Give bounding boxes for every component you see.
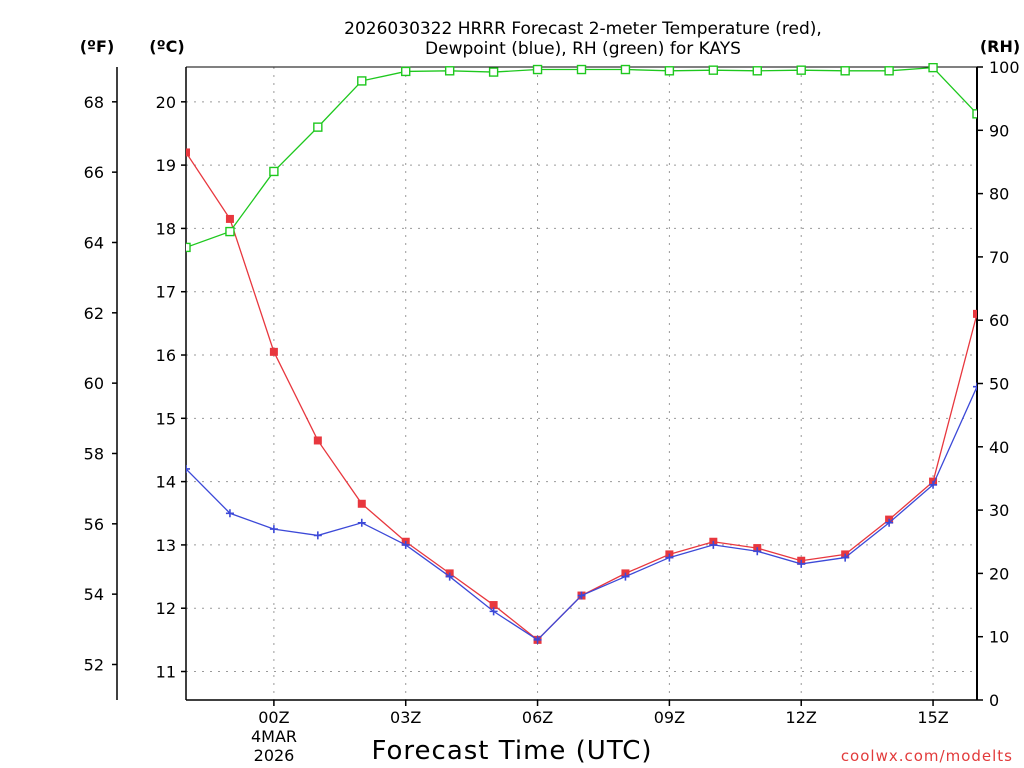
x-axis-title: Forecast Time (UTC) [371,736,652,766]
dewpoint-point [841,553,850,562]
fahrenheit-tick-label: 68 [84,93,104,112]
rh-tick-label: 30 [989,501,1009,520]
rh-point [186,242,191,253]
dewpoint-point [577,591,586,600]
dewpoint-point [401,540,410,549]
rh-point [884,66,894,76]
dewpoint-point [269,525,278,534]
temperature-point [357,499,366,508]
date-label-month: 4MAR [251,727,297,746]
credit-label: coolwx.com/modelts [841,747,1013,765]
rh-point [225,226,235,237]
rh-point [928,63,938,73]
temperature-point [313,436,322,445]
chart-title-line1: 2026030322 HRRR Forecast 2-meter Tempera… [344,19,822,39]
rh-line [186,66,977,249]
dewpoint-point [797,559,806,568]
rh-unit-label: (RH) [980,37,1020,56]
x-tick-label: 12Z [786,708,817,727]
dewpoint-point [489,607,498,616]
dewpoint-point [621,572,630,581]
rh-point [620,64,631,75]
rh-tick-label: 90 [989,121,1009,140]
fahrenheit-tick-label: 54 [84,585,104,604]
series-group [186,63,977,644]
celsius-tick-label: 16 [156,346,176,365]
rh-point [357,76,367,86]
dewpoint-point [929,480,938,489]
date-label-year: 2026 [254,746,295,765]
rh-tick-label: 70 [989,248,1009,267]
celsius-tick-label: 17 [156,283,176,302]
celsius-tick-label: 12 [156,599,176,618]
rh-tick-label: 60 [989,311,1009,330]
grid-lines [186,67,977,700]
celsius-tick-label: 14 [156,473,176,492]
fahrenheit-tick-label: 58 [84,444,104,463]
rh-point [269,166,279,177]
rh-point [796,65,806,75]
temperature-point [489,601,498,610]
rh-point [444,66,455,76]
fahrenheit-tick-label: 64 [84,233,104,252]
dewpoint-point [533,635,542,644]
dewpoint-point [186,464,190,473]
x-tick-label: 15Z [917,708,948,727]
dewpoint-point [445,572,454,581]
celsius-unit-label: (ºC) [149,37,184,56]
dewpoint-point [885,518,894,527]
rh-point [664,66,675,76]
dewpoint-point [973,382,977,391]
dewpoint-point [709,540,718,549]
dewpoint-line [186,386,977,641]
tick-labels: 52 54 56 58 60 62 64 66 68 11 12 13 14 15 16 17 18 19 20 0 1… [84,58,1020,727]
rh-point [313,122,323,132]
rh-tick-label: 10 [989,628,1009,647]
celsius-tick-label: 19 [156,156,176,175]
rh-point [840,66,850,76]
rh-point [532,64,543,75]
rh-tick-label: 0 [989,691,999,710]
x-tick-label: 06Z [522,708,553,727]
rh-point [972,109,977,119]
dewpoint-point [753,547,762,556]
rh-tick-label: 20 [989,564,1009,583]
rh-point [708,65,719,75]
chart-title-line2: Dewpoint (blue), RH (green) for KAYS [425,39,741,59]
dewpoint-point [225,509,234,518]
rh-tick-label: 100 [989,58,1020,77]
temperature-point [186,148,190,157]
rh-point [576,64,587,75]
celsius-tick-label: 15 [156,409,176,428]
data-series [186,63,977,644]
celsius-tick-label: 18 [156,219,176,238]
fahrenheit-tick-label: 60 [84,374,104,393]
temperature-point [269,347,278,356]
rh-tick-label: 80 [989,185,1009,204]
x-tick-label: 09Z [654,708,685,727]
fahrenheit-tick-label: 62 [84,304,104,323]
fahrenheit-unit-label: (ºF) [80,37,115,56]
celsius-tick-label: 13 [156,536,176,555]
temperature-point [973,309,977,318]
fahrenheit-tick-label: 56 [84,515,104,534]
fahrenheit-tick-label: 66 [84,163,104,182]
dewpoint-point [313,531,322,540]
rh-point [401,66,411,77]
x-tick-label: 03Z [390,708,421,727]
celsius-tick-label: 11 [156,663,176,682]
dewpoint-point [665,553,674,562]
rh-tick-label: 50 [989,375,1009,394]
axes [116,66,978,701]
temperature-line [186,152,977,641]
dewpoint-point [357,518,366,527]
x-tick-label: 00Z [258,708,289,727]
rh-point [488,67,499,77]
rh-tick-label: 40 [989,438,1009,457]
celsius-tick-label: 20 [156,93,176,112]
rh-point [752,66,762,76]
fahrenheit-tick-label: 52 [84,655,104,674]
temperature-point [225,214,234,223]
